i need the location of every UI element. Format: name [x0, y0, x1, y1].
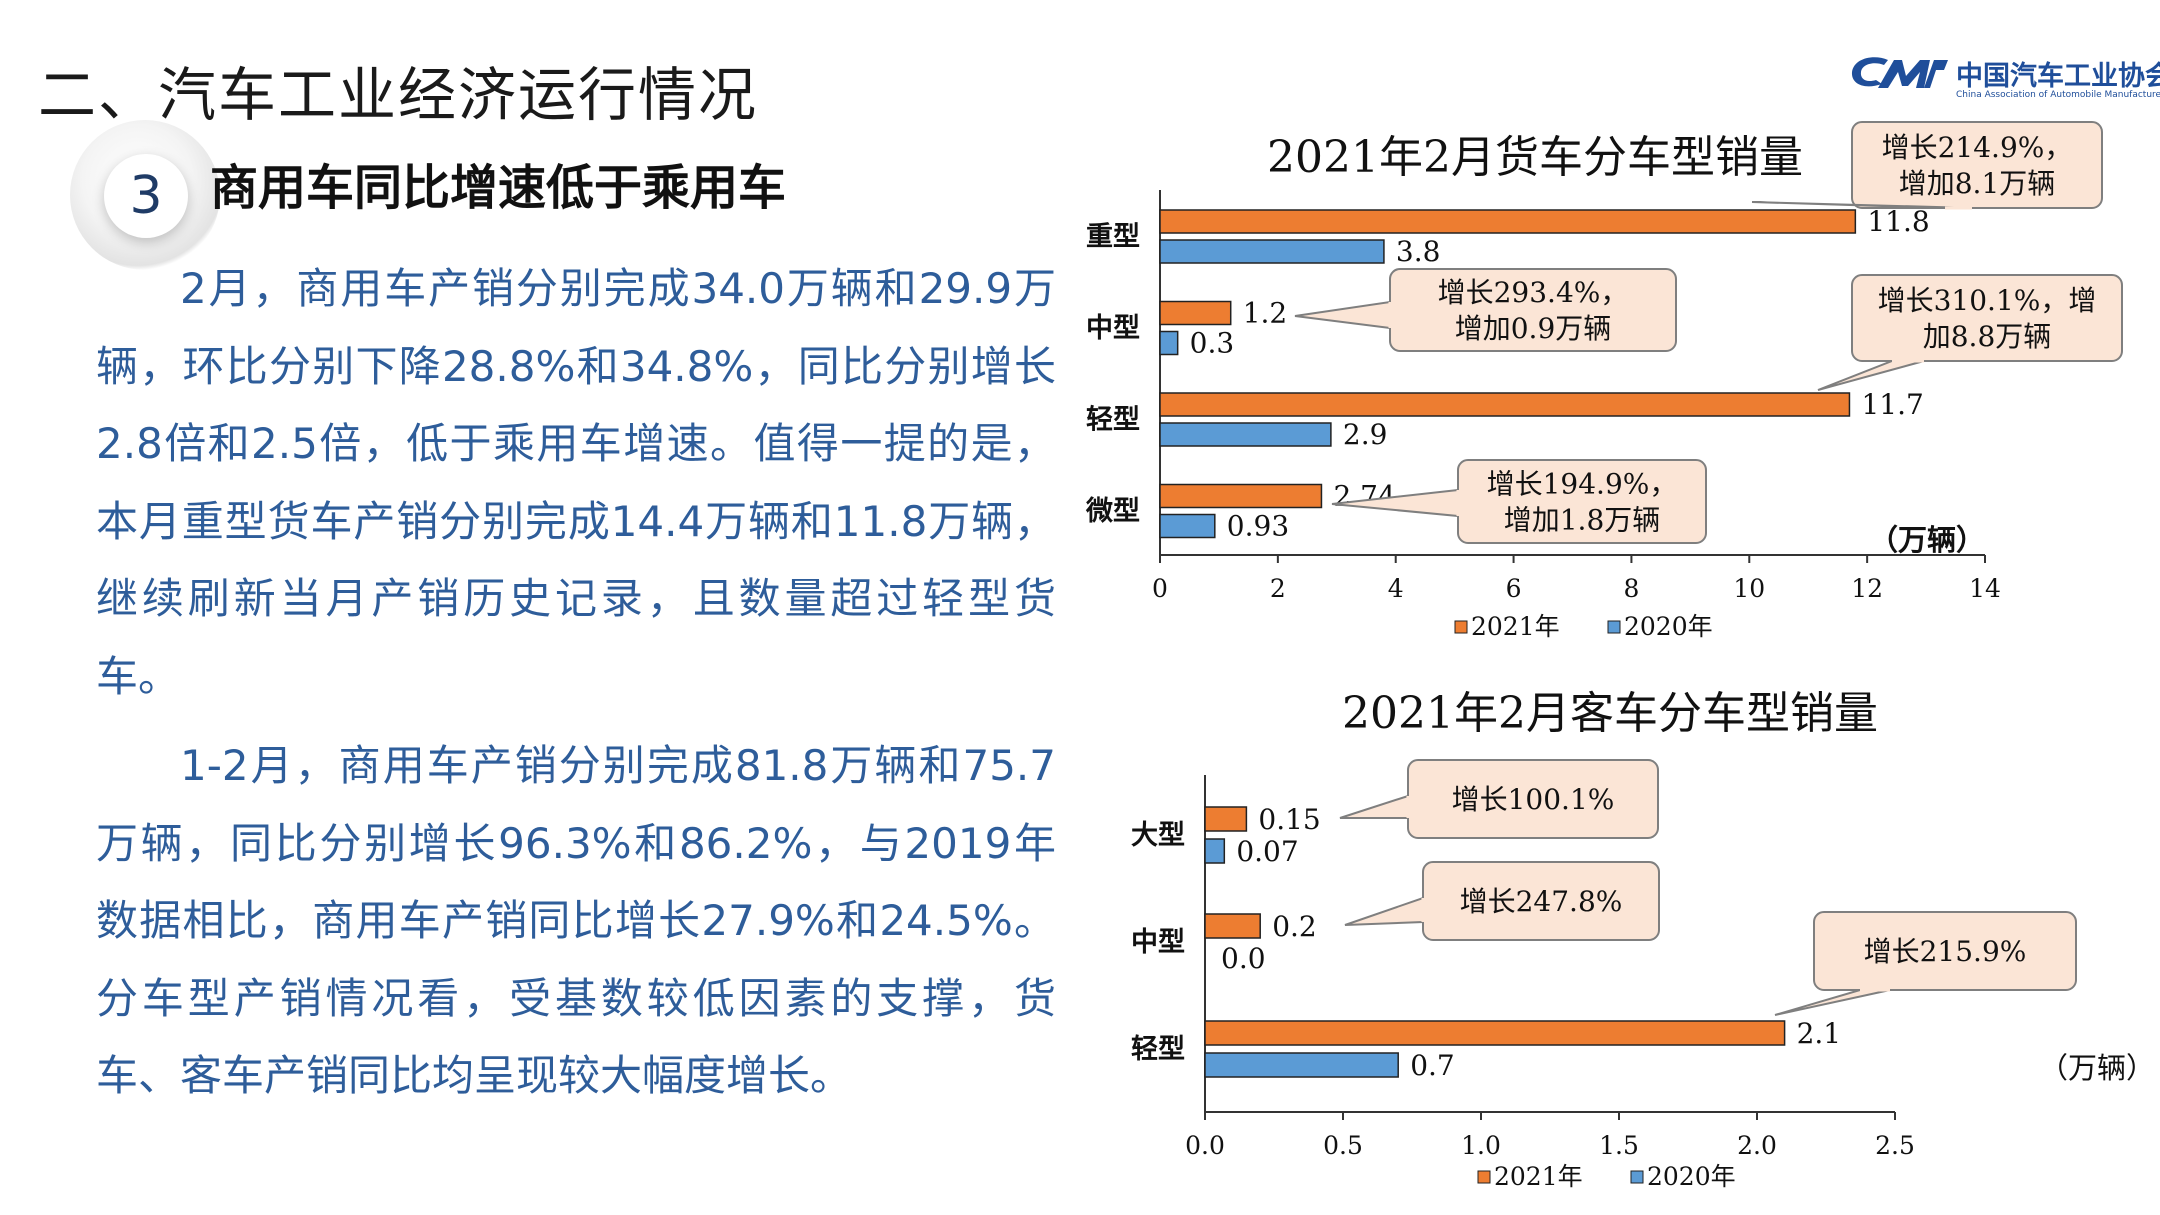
bar-value-label-2020: 3.8 — [1396, 235, 1441, 268]
truck-sales-chart: 2021年2月货车分车型销量 0 2 4 6 8 10 12 14 （万辆） 重型 11.8 3.8 中型… — [1085, 121, 2123, 641]
x-tick-label: 6 — [1506, 574, 1522, 603]
callout-text: 增加8.1万辆 — [1899, 167, 2056, 200]
callout-pointer — [1294, 300, 1391, 330]
logo-text-cn: 中国汽车工业协会 — [1956, 61, 2160, 92]
x-tick-label: 1.5 — [1599, 1131, 1639, 1160]
callout-pointer — [1817, 360, 1925, 391]
bar-2021 — [1204, 913, 1261, 939]
bar-2021 — [1159, 392, 1851, 417]
x-tick-label: 0.0 — [1185, 1131, 1225, 1160]
category-label: 中型 — [1086, 313, 1140, 344]
bar-value-label-2021: 11.7 — [1861, 388, 1923, 421]
callout-text: 增长215.9% — [1864, 935, 2027, 968]
bar-2021 — [1204, 1020, 1786, 1046]
category-label: 微型 — [1085, 496, 1140, 527]
legend-label-2021: 2021年 — [1494, 1162, 1583, 1191]
category-label: 轻型 — [1131, 1034, 1185, 1065]
x-tick-label: 8 — [1623, 574, 1639, 603]
page-title: 二、汽车工业经济运行情况 — [38, 61, 759, 129]
section-title: 商用车同比增速低于乘用车 — [210, 160, 787, 216]
callout-text: 增加0.9万辆 — [1455, 312, 1612, 345]
cam-logo-icon — [1851, 57, 1948, 88]
callout-text: 加8.8万辆 — [1923, 320, 2052, 353]
bar-2020 — [1204, 838, 1226, 864]
legend-swatch-2021 — [1454, 620, 1468, 634]
legend-label-2021: 2021年 — [1471, 612, 1560, 641]
x-tick-label: 0.5 — [1323, 1131, 1363, 1160]
bar-value-label-2021: 0.15 — [1258, 803, 1320, 836]
logo-text-en: China Association of Automobile Manufact… — [1956, 90, 2160, 100]
bar-2020 — [1159, 330, 1179, 356]
bar-2021 — [1159, 300, 1232, 326]
callout-text: 增长310.1%，增 — [1878, 284, 2097, 317]
bar-value-label-2020: 0.07 — [1236, 835, 1298, 868]
callout-pointer — [1339, 794, 1409, 819]
category-label: 大型 — [1131, 820, 1185, 851]
x-tick-label: 10 — [1733, 574, 1765, 603]
legend-swatch-2021 — [1477, 1170, 1491, 1184]
bar-2020 — [1159, 513, 1216, 539]
callout-text: 增长247.8% — [1460, 885, 1623, 918]
chart-title: 2021年2月货车分车型销量 — [1267, 132, 1803, 183]
legend-label-2020: 2020年 — [1624, 612, 1713, 641]
unit-label: （万辆） — [1869, 523, 1985, 557]
bar-2020 — [1159, 239, 1385, 264]
callout-pointer — [1774, 989, 1891, 1016]
body-paragraph-2: 1-2月，商用车产销分别完成81.8万辆和75.7万辆，同比分别增长96.3%和… — [96, 741, 1056, 1100]
callout-text: 增长194.9%， — [1487, 468, 1678, 501]
bar-value-label-2021: 1.2 — [1243, 297, 1288, 330]
x-tick-label: 0 — [1152, 574, 1168, 603]
bar-value-label-2020: 0.0 — [1221, 942, 1266, 975]
bar-value-label-2020: 0.3 — [1190, 327, 1235, 360]
legend-swatch-2020 — [1630, 1170, 1644, 1184]
bar-value-label-2020: 0.7 — [1410, 1049, 1455, 1082]
category-label: 中型 — [1131, 927, 1185, 958]
bar-2020 — [1204, 1052, 1399, 1078]
callout-text: 增加1.8万辆 — [1504, 504, 1661, 537]
unit-label: （万辆） — [2039, 1051, 2140, 1085]
bar-2020 — [1159, 422, 1332, 447]
section-number-badge: 3 — [70, 120, 220, 270]
bar-value-label-2021: 2.1 — [1797, 1017, 1842, 1050]
x-tick-label: 14 — [1969, 574, 2001, 603]
bar-value-label-2021: 11.8 — [1867, 205, 1929, 238]
bar-2021 — [1159, 483, 1323, 509]
callout-text: 增长293.4%， — [1438, 276, 1629, 309]
x-tick-label: 2.5 — [1875, 1131, 1915, 1160]
logo: 中国汽车工业协会 China Association of Automobile… — [1848, 50, 2160, 110]
callout-box — [1813, 911, 2077, 991]
x-tick-label: 2 — [1270, 574, 1286, 603]
x-tick-label: 4 — [1388, 574, 1404, 603]
bar-2021 — [1204, 806, 1248, 832]
category-label: 轻型 — [1086, 405, 1140, 436]
x-tick-label: 12 — [1851, 574, 1883, 603]
bar-value-label-2020: 2.9 — [1343, 418, 1388, 451]
legend-swatch-2020 — [1607, 620, 1621, 634]
section-number: 3 — [104, 154, 188, 238]
bar-value-label-2021: 0.2 — [1272, 910, 1317, 943]
callout-box — [1851, 274, 2123, 362]
x-tick-label: 1.0 — [1461, 1131, 1501, 1160]
callout-box — [1851, 121, 2103, 209]
x-tick-label: 2.0 — [1737, 1131, 1777, 1160]
callout-pointer — [1344, 896, 1424, 926]
chart-title: 2021年2月客车分车型销量 — [1342, 688, 1878, 739]
body-paragraph-1: 2月，商用车产销分别完成34.0万辆和29.9万辆，环比分别下降28.8%和34… — [96, 264, 1056, 701]
callout-text: 增长100.1% — [1452, 783, 1615, 816]
bus-sales-chart: 2021年2月客车分车型销量 0.0 0.5 1.0 1.5 2.0 2.5 （万辆） 大型 0.… — [1131, 688, 2140, 1191]
callout-text: 增长214.9%， — [1882, 131, 2073, 164]
legend-label-2020: 2020年 — [1647, 1162, 1736, 1191]
category-label: 重型 — [1086, 222, 1140, 253]
bar-value-label-2020: 0.93 — [1227, 510, 1289, 543]
bar-2021 — [1159, 209, 1857, 234]
